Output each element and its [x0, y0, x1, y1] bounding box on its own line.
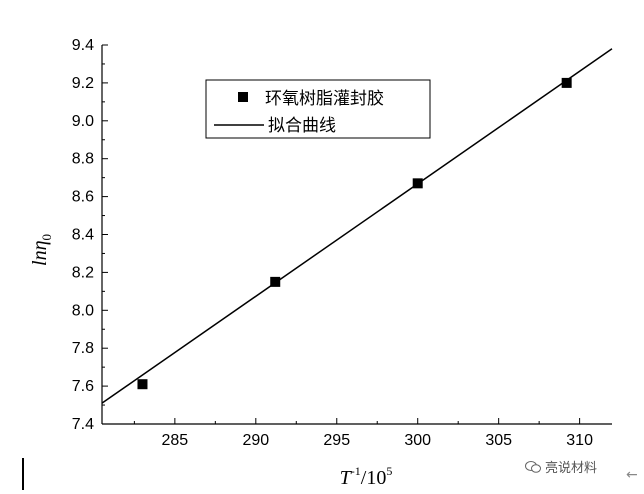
x-axis-label-main: T	[340, 467, 353, 489]
left-arrow-icon[interactable]: ←	[626, 467, 638, 483]
left-edge-bar	[22, 458, 24, 490]
legend-label-series-1: 环氧树脂灌封胶	[265, 89, 384, 109]
x-axis-label: T-1/105	[340, 464, 393, 489]
series-layer	[101, 48, 613, 404]
x-axis-label-rest: /10	[361, 467, 387, 489]
y-tick-label: 9.4	[72, 37, 94, 54]
watermark-text: 亮说材料	[545, 461, 598, 476]
y-tick-label: 7.6	[72, 378, 94, 395]
x-tick-label: 290	[242, 432, 269, 449]
x-tick-label: 300	[404, 432, 431, 449]
x-tick-label: 310	[566, 432, 593, 449]
legend-marker-square	[238, 92, 248, 102]
y-tick-label: 8.6	[72, 189, 94, 206]
legend-box	[205, 79, 431, 139]
wechat-icon	[525, 460, 541, 473]
x-axis-label-sup2: 5	[386, 464, 392, 478]
y-axis-label-sub: 0	[39, 234, 54, 241]
y-tick-label: 8.0	[72, 302, 94, 319]
y-tick-label: 8.8	[72, 151, 94, 168]
x-tick-label: 285	[162, 432, 189, 449]
data-point	[561, 77, 572, 88]
y-axis-ticks: 7.4 7.6 7.8 8.0 8.2 8.4 8.6 8.8 9.0 9.2 9.4	[72, 37, 108, 433]
fit-line	[101, 48, 613, 404]
y-tick-label: 7.4	[72, 416, 94, 433]
y-tick-label: 8.2	[72, 264, 94, 281]
y-tick-label: 7.8	[72, 340, 94, 357]
x-tick-label: 295	[323, 432, 350, 449]
y-tick-label: 9.2	[72, 75, 94, 92]
x-tick-label: 305	[485, 432, 512, 449]
y-tick-label: 9.0	[72, 113, 94, 130]
y-axis-label: lnη0	[29, 234, 54, 266]
data-point	[270, 276, 281, 287]
data-point	[412, 178, 423, 189]
legend: 环氧树脂灌封胶 拟合曲线	[205, 79, 431, 139]
x-axis-ticks: 285 290 295 300 305 310	[133, 418, 593, 449]
legend-label-series-2: 拟合曲线	[268, 116, 336, 136]
data-point	[137, 379, 148, 390]
y-tick-label: 8.4	[72, 227, 94, 244]
x-axis-label-sup: -1	[351, 464, 361, 478]
y-axis-label-main: lnη	[29, 240, 51, 266]
watermark: 亮说材料	[525, 457, 597, 476]
